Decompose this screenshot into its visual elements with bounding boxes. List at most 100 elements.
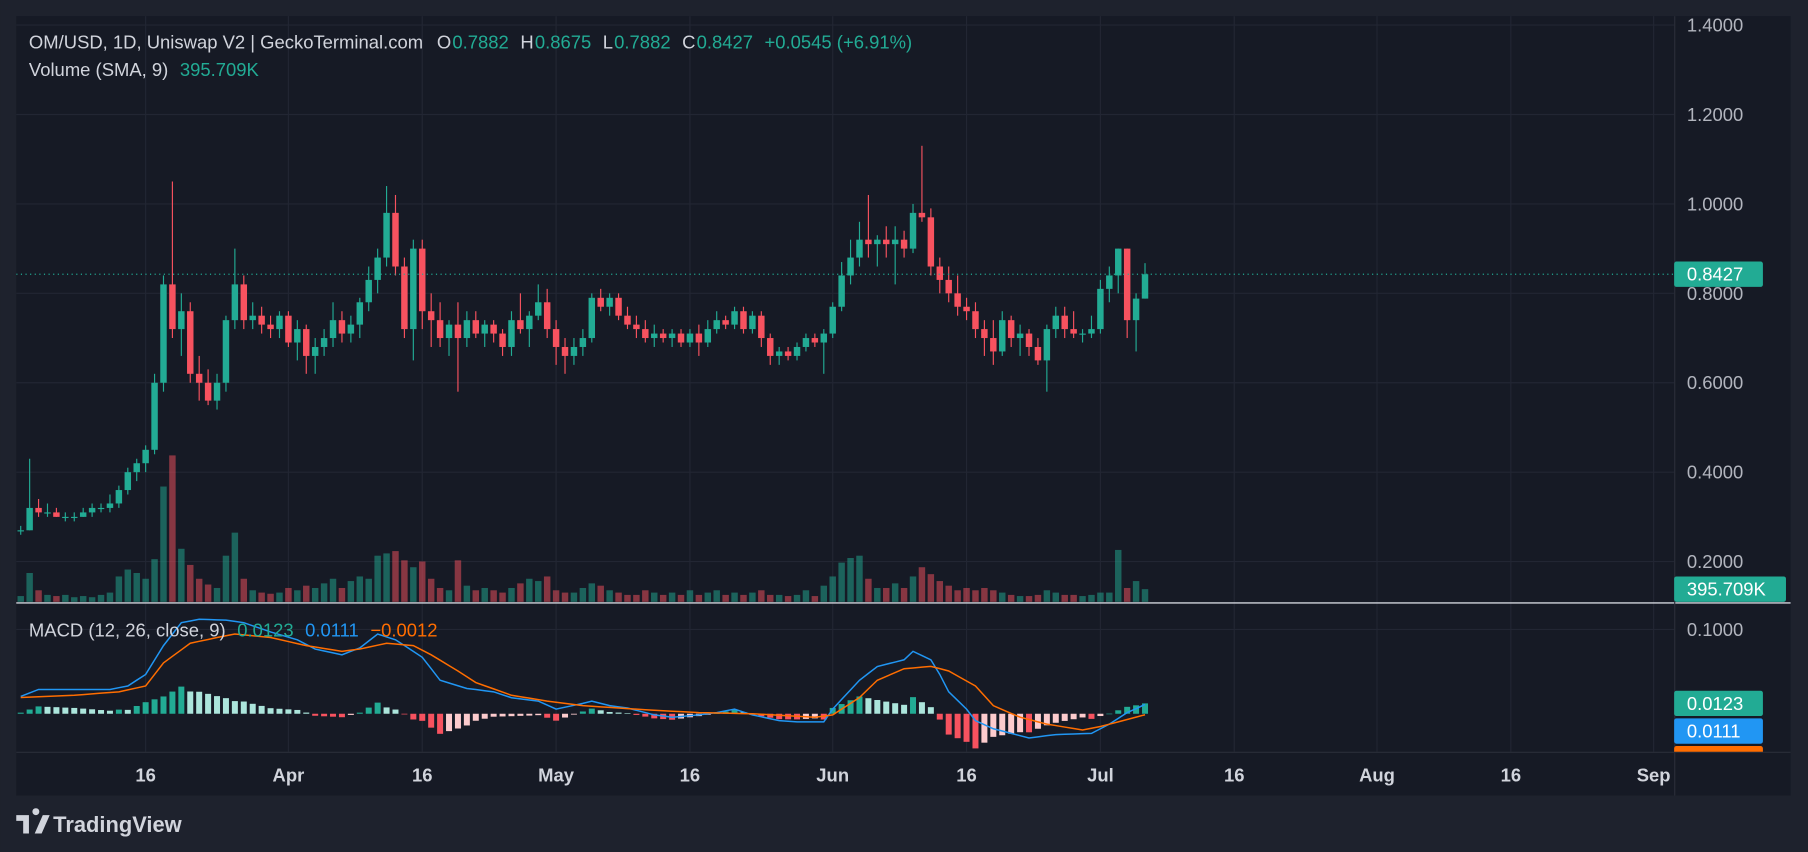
macd-histogram-bar — [1043, 713, 1050, 726]
candle-body — [865, 239, 872, 245]
macd-badge-label: 0.0123 — [1687, 693, 1743, 714]
volume-bar — [356, 576, 364, 602]
macd-histogram-bar — [231, 701, 238, 714]
volume-bar — [526, 578, 533, 602]
volume-bar — [874, 587, 881, 602]
candle-body — [258, 315, 265, 325]
candle-body — [240, 284, 248, 321]
candle-body — [151, 382, 158, 450]
macd-histogram-bar — [624, 713, 631, 714]
badges: 0.8427 395.709K 0.0123 0.0111 −0.0012 — [1674, 261, 1786, 752]
volume-bar — [285, 587, 292, 602]
candle-body — [53, 512, 60, 517]
volume-bar — [1025, 596, 1033, 602]
macd-histogram-bar — [330, 713, 337, 717]
candle-body — [276, 315, 283, 330]
macd-histogram-bar — [597, 710, 604, 714]
volume-bar — [53, 596, 60, 602]
volume-bar — [847, 558, 854, 602]
macd-histogram-bar — [927, 707, 934, 714]
macd-histogram-bar — [35, 706, 42, 714]
macd-legend-value: 0.0111 — [305, 619, 359, 640]
volume-bar — [1043, 590, 1051, 602]
y-tick-label: 0.1000 — [1687, 619, 1743, 640]
macd-histogram-bar — [240, 701, 247, 714]
volume-bar — [419, 561, 426, 602]
volume-bar — [311, 587, 319, 602]
candle-body — [44, 512, 51, 514]
plot-area — [16, 145, 1675, 602]
macd-histogram-bar — [1052, 713, 1059, 723]
candle-body — [535, 302, 542, 316]
candle-body — [285, 315, 292, 343]
macd-histogram-bar — [410, 713, 417, 720]
candle-body — [990, 338, 997, 352]
volume-bar — [79, 596, 87, 602]
macd-histogram-bar — [1133, 705, 1140, 714]
y-tick-label: 0.8000 — [1687, 283, 1743, 304]
macd-histogram-bar — [454, 713, 461, 729]
macd-histogram-bar — [338, 713, 345, 718]
candle-body — [88, 507, 96, 513]
volume-bar — [758, 590, 765, 602]
change: +0.0545 (+6.91%) — [765, 31, 913, 52]
volume-bar — [472, 590, 480, 602]
candle-body — [142, 449, 149, 464]
volume-bar — [195, 578, 203, 602]
macd-line — [20, 618, 1146, 739]
candle-body — [106, 503, 114, 508]
candle-body — [124, 472, 132, 491]
macd-histogram-bar — [579, 711, 586, 714]
macd-histogram-bar — [374, 702, 381, 714]
x-tick-label: Jul — [1087, 764, 1114, 785]
candle-body — [410, 248, 417, 330]
volume-bar — [686, 590, 694, 602]
volume-bar — [990, 590, 997, 602]
volume-bar — [392, 551, 399, 602]
volume-bar — [535, 581, 542, 602]
macd-histogram-bar — [481, 713, 488, 719]
candle-body — [642, 329, 649, 339]
macd-histogram-bar — [1008, 713, 1015, 734]
ohlc-value: 0.8427 — [697, 31, 753, 52]
y-tick-label: 0.2000 — [1687, 551, 1743, 572]
macd-histogram-bar — [615, 712, 622, 714]
macd-histogram-bar — [303, 712, 310, 714]
volume-legend: Volume (SMA, 9) 395.709K — [29, 59, 260, 80]
candle-body — [552, 329, 560, 347]
candle-body — [1070, 329, 1077, 334]
chart-background — [16, 16, 1791, 796]
candle-body — [963, 306, 970, 312]
macd-histogram-bar — [883, 701, 890, 714]
candle-body — [303, 329, 310, 356]
candle-body — [463, 320, 471, 339]
macd-histogram-bar — [1061, 713, 1068, 721]
candle-body — [624, 315, 631, 325]
volume-bar — [106, 592, 114, 602]
volume-bar — [838, 562, 845, 602]
candle-body — [436, 320, 444, 339]
macd-histogram-bar — [588, 708, 595, 714]
volume-bar — [267, 593, 274, 602]
time-axis: 16 Apr 16 May 16 Jun 16 Jul 16 Aug 16 Sep — [135, 764, 1670, 785]
macd-histogram-bar — [990, 713, 997, 737]
macd-histogram-bar — [847, 700, 854, 714]
volume-bar — [767, 594, 774, 602]
volume-bar — [1070, 594, 1077, 602]
volume-bar — [320, 583, 328, 602]
candle-body — [1088, 329, 1095, 334]
macd-histogram-bar — [526, 713, 533, 716]
volume-bar — [552, 590, 560, 602]
candle-body — [811, 338, 819, 343]
macd-histogram-bar — [98, 710, 105, 714]
volume-name: Volume (SMA, 9) — [29, 59, 168, 80]
macd-legend-value: −0.0012 — [370, 619, 437, 640]
candle-body — [722, 320, 729, 325]
volume-bar — [972, 590, 979, 602]
candle-body — [329, 320, 337, 339]
macd-histogram-bar — [731, 709, 738, 714]
macd-histogram-bar — [222, 698, 229, 714]
macd-histogram-bar — [901, 704, 908, 714]
volume-bar — [918, 567, 926, 602]
